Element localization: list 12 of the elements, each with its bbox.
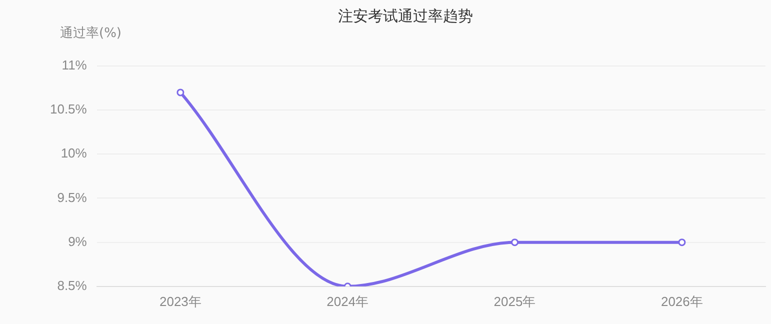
y-tick-label: 9% (68, 234, 88, 249)
x-tick-label: 2023年 (159, 294, 202, 309)
y-axis-title: 通过率(%) (60, 25, 122, 42)
x-tick-label: 2025年 (494, 294, 536, 309)
chart-title: 注安考试通过率趋势 (338, 6, 473, 25)
y-tick-label: 8.5% (57, 278, 88, 293)
y-tick-label: 11% (62, 58, 88, 73)
x-tick-label: 2026年 (660, 294, 703, 309)
y-tick-label: 9.5% (57, 190, 88, 205)
x-tick-label: 2024年 (326, 294, 369, 309)
y-tick-label: 10.5% (50, 102, 88, 117)
y-tick-label: 10% (60, 146, 88, 161)
